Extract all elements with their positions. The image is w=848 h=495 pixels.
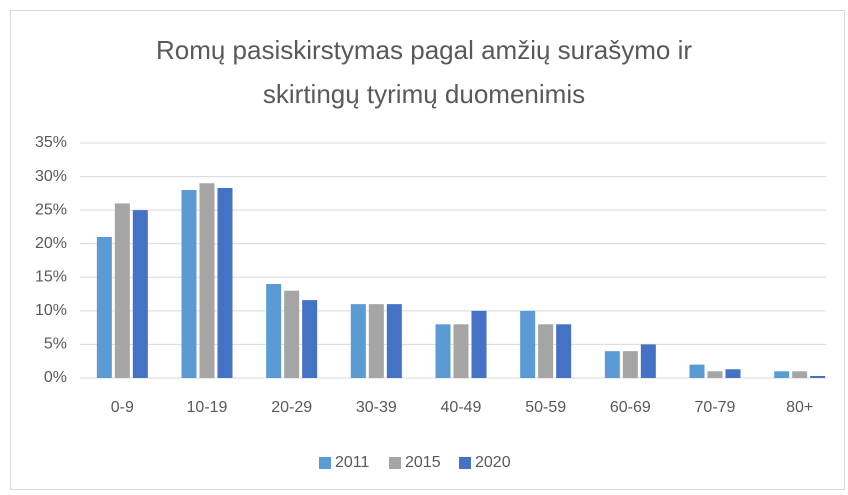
y-tick-label: 10% xyxy=(35,302,67,319)
bar xyxy=(622,351,638,378)
bar xyxy=(792,371,808,378)
bar xyxy=(350,304,366,378)
bar xyxy=(386,304,402,378)
legend-label: 2020 xyxy=(475,454,511,471)
x-tick-label: 30-39 xyxy=(356,399,397,416)
x-tick-label: 50-59 xyxy=(525,399,566,416)
chart-border xyxy=(10,10,845,490)
bar xyxy=(520,310,536,378)
bar xyxy=(96,237,112,378)
bar xyxy=(810,375,826,378)
bar xyxy=(114,203,130,378)
chart-title: Romų pasiskirstymas pagal amžių surašymo… xyxy=(155,35,693,109)
y-tick-label: 5% xyxy=(44,336,67,353)
bar xyxy=(707,371,723,378)
bar xyxy=(538,324,554,378)
bar xyxy=(199,183,215,378)
bar xyxy=(217,187,233,378)
bar xyxy=(774,371,790,378)
bar xyxy=(266,284,282,378)
x-tick-label: 60-69 xyxy=(610,399,651,416)
y-tick-label: 0% xyxy=(44,369,67,386)
bar xyxy=(453,324,469,378)
x-tick-label: 20-29 xyxy=(271,399,312,416)
y-tick-label: 25% xyxy=(35,201,67,218)
x-tick-label: 70-79 xyxy=(695,399,736,416)
bar xyxy=(435,324,451,378)
x-tick-label: 0-9 xyxy=(111,399,134,416)
legend-swatch xyxy=(459,457,471,469)
y-tick-label: 30% xyxy=(35,168,67,185)
y-tick-label: 35% xyxy=(35,134,67,151)
bar xyxy=(302,300,318,378)
y-tick-label: 15% xyxy=(35,269,67,286)
x-tick-label: 80+ xyxy=(786,399,813,416)
x-tick-label: 10-19 xyxy=(187,399,228,416)
legend-swatch xyxy=(389,457,401,469)
legend-swatch xyxy=(319,457,331,469)
bar xyxy=(640,344,656,378)
bar xyxy=(181,190,197,378)
bar xyxy=(689,364,705,378)
bar xyxy=(604,351,620,378)
bar xyxy=(368,304,384,378)
x-tick-label: 40-49 xyxy=(441,399,482,416)
legend-label: 2011 xyxy=(335,454,370,471)
legend-label: 2015 xyxy=(405,454,441,471)
bar xyxy=(556,324,572,378)
bar xyxy=(471,310,487,378)
bar xyxy=(725,369,741,378)
bar xyxy=(284,290,300,378)
y-tick-label: 20% xyxy=(35,235,67,252)
bar xyxy=(132,210,148,378)
